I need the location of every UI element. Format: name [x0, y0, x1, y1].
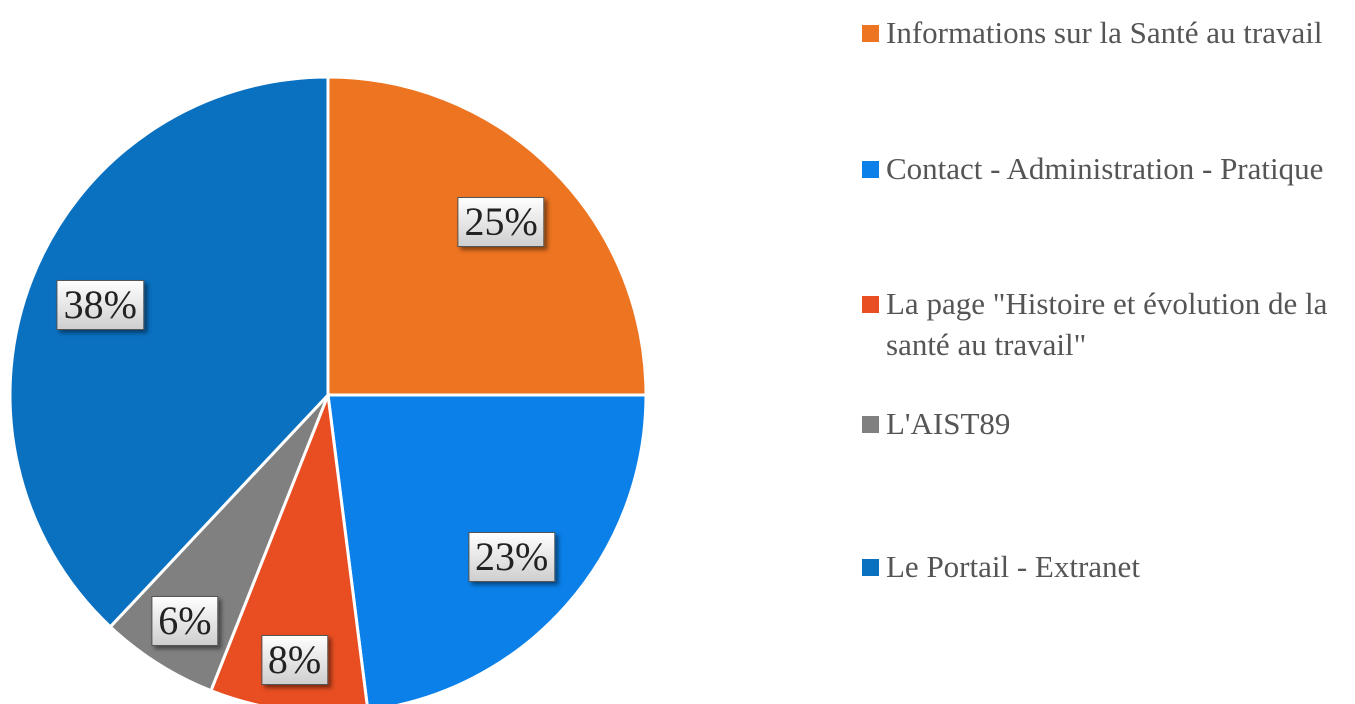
- legend-swatch: [862, 25, 879, 42]
- legend-label: Le Portail - Extranet: [886, 549, 1140, 584]
- data-label: 23%: [468, 531, 556, 582]
- pie-slice: [8, 75, 330, 629]
- legend-swatch: [862, 559, 879, 576]
- legend-swatch: [862, 296, 879, 313]
- legend-swatch: [862, 161, 879, 178]
- data-label: 6%: [151, 595, 219, 646]
- legend-label: L'AIST89: [886, 406, 1011, 441]
- pie-slice: [208, 394, 369, 704]
- legend-label: Contact - Administration - Pratique: [886, 151, 1324, 186]
- data-label: 8%: [260, 635, 329, 685]
- legend-item: L'AIST89: [862, 403, 1355, 444]
- legend-item: Le Portail - Extranet: [862, 546, 1355, 587]
- legend-item: Informations sur la Santé au travail: [862, 12, 1355, 53]
- legend-label: Informations sur la Santé au travail: [886, 15, 1323, 50]
- data-label: 38%: [56, 279, 144, 330]
- legend-item: La page "Histoire et évolution de la san…: [862, 283, 1355, 365]
- data-label: 25%: [457, 196, 545, 247]
- legend-item: Contact - Administration - Pratique: [862, 148, 1355, 189]
- legend-label: La page "Histoire et évolution de la san…: [886, 286, 1328, 362]
- legend-swatch: [862, 416, 879, 433]
